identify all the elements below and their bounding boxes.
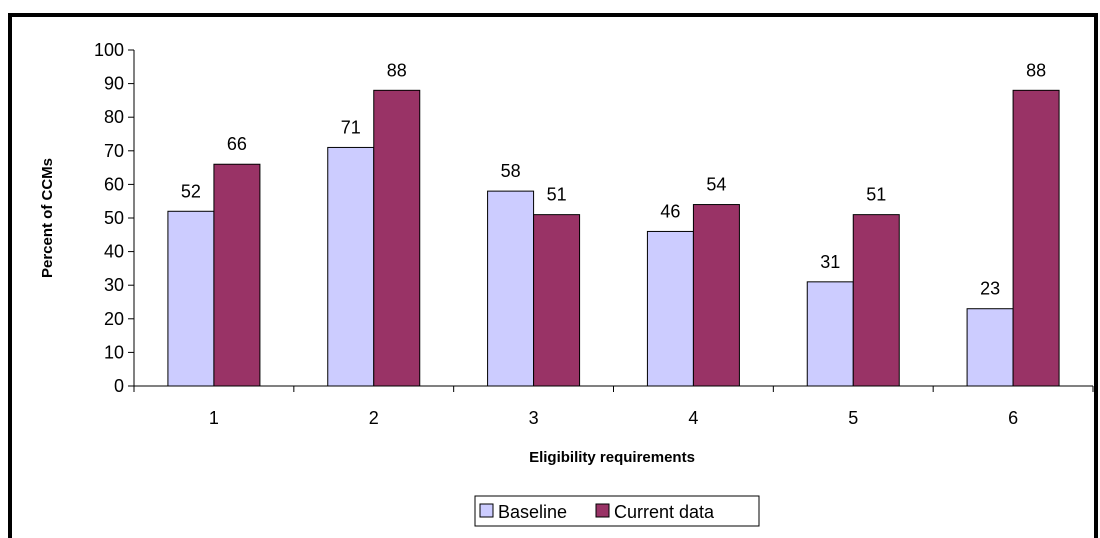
y-tick-label: 60: [104, 174, 124, 194]
y-tick-label: 40: [104, 242, 124, 262]
bar-current-data: [213, 163, 261, 387]
bar-current-data: [533, 214, 581, 387]
data-label: 23: [980, 279, 1000, 299]
bar-baseline: [487, 190, 535, 387]
bar-baseline: [646, 230, 694, 387]
data-label: 46: [660, 201, 680, 221]
legend-label: Current data: [614, 502, 715, 522]
y-axis-title: Percent of CCMs: [39, 158, 56, 278]
data-label: 51: [547, 185, 567, 205]
x-tick-label: 6: [1008, 408, 1018, 428]
bar-current-data: [852, 214, 900, 387]
bar-current-data: [1012, 89, 1060, 387]
legend-swatch: [479, 503, 494, 518]
data-label: 66: [227, 134, 247, 154]
y-tick-label: 30: [104, 275, 124, 295]
legend-box: [474, 495, 760, 527]
y-tick-label: 90: [104, 74, 124, 94]
data-label: 54: [706, 175, 726, 195]
bar-baseline: [966, 308, 1014, 387]
bar-baseline: [167, 210, 215, 387]
x-tick-label: 4: [688, 408, 698, 428]
data-label: 52: [181, 181, 201, 201]
data-label: 31: [820, 252, 840, 272]
bar-baseline: [806, 281, 854, 387]
plot-area: 0 10 20 30 40 50 60 70 80 90 100 1 52 66 2 71 88 3 58 51 4 46…: [94, 40, 1094, 428]
data-label: 71: [341, 117, 361, 137]
x-tick-label: 1: [209, 408, 219, 428]
data-label: 58: [501, 161, 521, 181]
y-tick-label: 10: [104, 342, 124, 362]
y-tick-label: 0: [114, 376, 124, 396]
y-tick-label: 100: [94, 40, 124, 60]
bar-current-data: [373, 89, 421, 387]
bar-current-data: [692, 204, 740, 387]
x-tick-label: 5: [848, 408, 858, 428]
x-tick-label: 3: [529, 408, 539, 428]
legend: Baseline Current data: [474, 495, 760, 527]
y-tick-label: 70: [104, 141, 124, 161]
legend-swatch: [595, 503, 610, 518]
bar-baseline: [327, 146, 375, 387]
data-label: 51: [866, 185, 886, 205]
y-tick-label: 20: [104, 309, 124, 329]
legend-label: Baseline: [498, 502, 567, 522]
x-axis-title: Eligibility requirements: [529, 449, 695, 466]
x-tick-label: 2: [369, 408, 379, 428]
y-tick-label: 50: [104, 208, 124, 228]
data-label: 88: [1026, 60, 1046, 80]
y-tick-label: 80: [104, 107, 124, 127]
data-label: 88: [387, 60, 407, 80]
